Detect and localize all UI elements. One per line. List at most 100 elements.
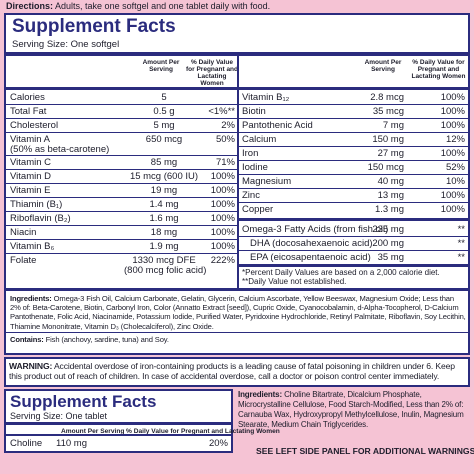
amount: 235 mg	[372, 224, 404, 235]
amount: 13 mg	[377, 190, 404, 201]
ingredients-text: Choline Bitartrate, Dicalcium Phosphate,…	[238, 390, 464, 429]
amount-header: Amount Per Serving	[364, 59, 402, 73]
daily-value: 2%	[221, 120, 235, 131]
nutrient-name: Biotin	[242, 106, 266, 117]
nutrient-name: Calcium	[242, 134, 277, 145]
thick-rule	[6, 434, 231, 436]
amount-header: Amount Per Serving	[61, 428, 125, 435]
daily-value: 12%	[445, 134, 465, 145]
dv-header: % Daily Value for Pregnant and Lactating…	[186, 59, 239, 87]
nutrient-name: EPA (eicosapentaenoic acid)	[250, 252, 371, 263]
daily-value: 100%	[440, 92, 465, 103]
directions-text: Adults, take one softgel and one tablet …	[55, 1, 271, 11]
warning-box: WARNING: Accidental overdose of iron-con…	[4, 357, 470, 387]
ingredients-label: Ingredients:	[238, 390, 282, 399]
warning-label: WARNING:	[9, 361, 53, 371]
daily-value: 50%	[215, 134, 235, 145]
ingredients: Ingredients: Omega-3 Fish Oil, Calcium C…	[10, 294, 466, 331]
nutrient-name: Omega-3 Fatty Acids (from fish oil)	[242, 224, 389, 235]
daily-value: 10%	[445, 176, 465, 187]
serving-size: Serving Size: One softgel	[12, 39, 120, 50]
amount: 1.4 mg	[149, 199, 179, 210]
rule	[6, 118, 237, 119]
column-divider	[237, 52, 239, 288]
amount: 5	[161, 92, 167, 103]
amount: 110 mg	[56, 438, 87, 449]
nutrient-name: Vitamin A	[10, 134, 50, 145]
nutrient-name: DHA (docosahexaenoic acid)	[250, 238, 373, 249]
rule	[6, 169, 237, 170]
nutrient-name: Vitamin B₁₂	[242, 92, 290, 103]
nutrient-name: Choline	[10, 438, 43, 449]
facts-title: Supplement Facts	[10, 392, 157, 411]
nutrient-name: Pantothenic Acid	[242, 120, 313, 131]
nutrient-name: Iron	[242, 148, 259, 159]
rule	[6, 332, 468, 333]
rule	[239, 218, 468, 221]
amount: 1.3 mg	[374, 204, 404, 215]
amount: 27 mg	[377, 148, 404, 159]
serving-size: Serving Size: One tablet	[10, 411, 108, 421]
amount: 15 mcg (600 IU)	[129, 171, 199, 182]
rule	[239, 265, 468, 267]
nutrient-name: Calories	[10, 92, 45, 103]
amount: 650 mcg	[145, 134, 183, 145]
nutrient-name: Vitamin D	[10, 171, 52, 182]
amount: 5 mg	[153, 120, 175, 131]
rule	[6, 211, 237, 212]
daily-value: 100%	[440, 148, 465, 159]
rule	[239, 202, 468, 203]
amount-note: (800 mcg folic acid)	[124, 265, 207, 276]
rule	[6, 197, 237, 198]
rule	[239, 188, 468, 189]
daily-value: 100%	[210, 185, 235, 196]
daily-value: 71%	[215, 157, 235, 168]
rule	[6, 155, 237, 156]
daily-value: 100%	[210, 241, 235, 252]
nutrient-name: Thiamin (B₁)	[10, 199, 63, 210]
amount: 1.6 mg	[149, 213, 179, 224]
daily-value: 222%	[210, 255, 235, 266]
amount: 35 mg	[377, 252, 404, 263]
nutrient-name: Niacin	[10, 227, 37, 238]
warning: WARNING: Accidental overdose of iron-con…	[9, 361, 467, 381]
rule	[239, 250, 468, 251]
daily-value: 100%	[210, 227, 235, 238]
softgel-facts-panel: Supplement Facts Serving Size: One softg…	[4, 13, 470, 355]
amount: 19 mg	[150, 185, 178, 196]
amount-header: Amount Per Serving	[142, 59, 180, 73]
nutrient-note: (50% as beta-carotene)	[10, 144, 110, 155]
daily-value: 100%	[440, 190, 465, 201]
nutrient-name: Zinc	[242, 190, 260, 201]
thick-rule	[6, 288, 468, 291]
rule	[6, 132, 237, 133]
amount: 200 mg	[372, 238, 404, 249]
facts-title: Supplement Facts	[12, 16, 176, 37]
thick-rule	[6, 422, 231, 425]
contains-label: Contains:	[10, 335, 44, 344]
amount: 150 mcg	[367, 162, 404, 173]
amount: 1.9 mg	[149, 241, 179, 252]
daily-value: 52%	[445, 162, 465, 173]
nutrient-name: Riboflavin (B₂)	[10, 213, 71, 224]
rule	[6, 104, 237, 105]
amount: 150 mg	[372, 134, 404, 145]
amount: 1330 mcg DFE	[132, 255, 196, 266]
nutrient-name: Folate	[10, 255, 37, 266]
rule	[6, 253, 237, 254]
amount: 85 mg	[150, 157, 178, 168]
daily-value: 100%	[210, 199, 235, 210]
contains-text: Fish (anchovy, sardine, tuna) and Soy.	[45, 335, 169, 344]
nutrient-name: Cholesterol	[10, 120, 59, 131]
daily-value: **	[457, 224, 465, 235]
footnote: *Percent Daily Values are based on a 2,0…	[242, 268, 440, 277]
daily-value: 100%	[210, 213, 235, 224]
nutrient-name: Vitamin B₆	[10, 241, 55, 252]
amount: 35 mcg	[372, 106, 404, 117]
rule	[239, 146, 468, 147]
daily-value: 100%	[440, 120, 465, 131]
rule	[239, 264, 468, 265]
daily-value: 100%	[440, 204, 465, 215]
contains: Contains: Fish (anchovy, sardine, tuna) …	[10, 335, 466, 344]
